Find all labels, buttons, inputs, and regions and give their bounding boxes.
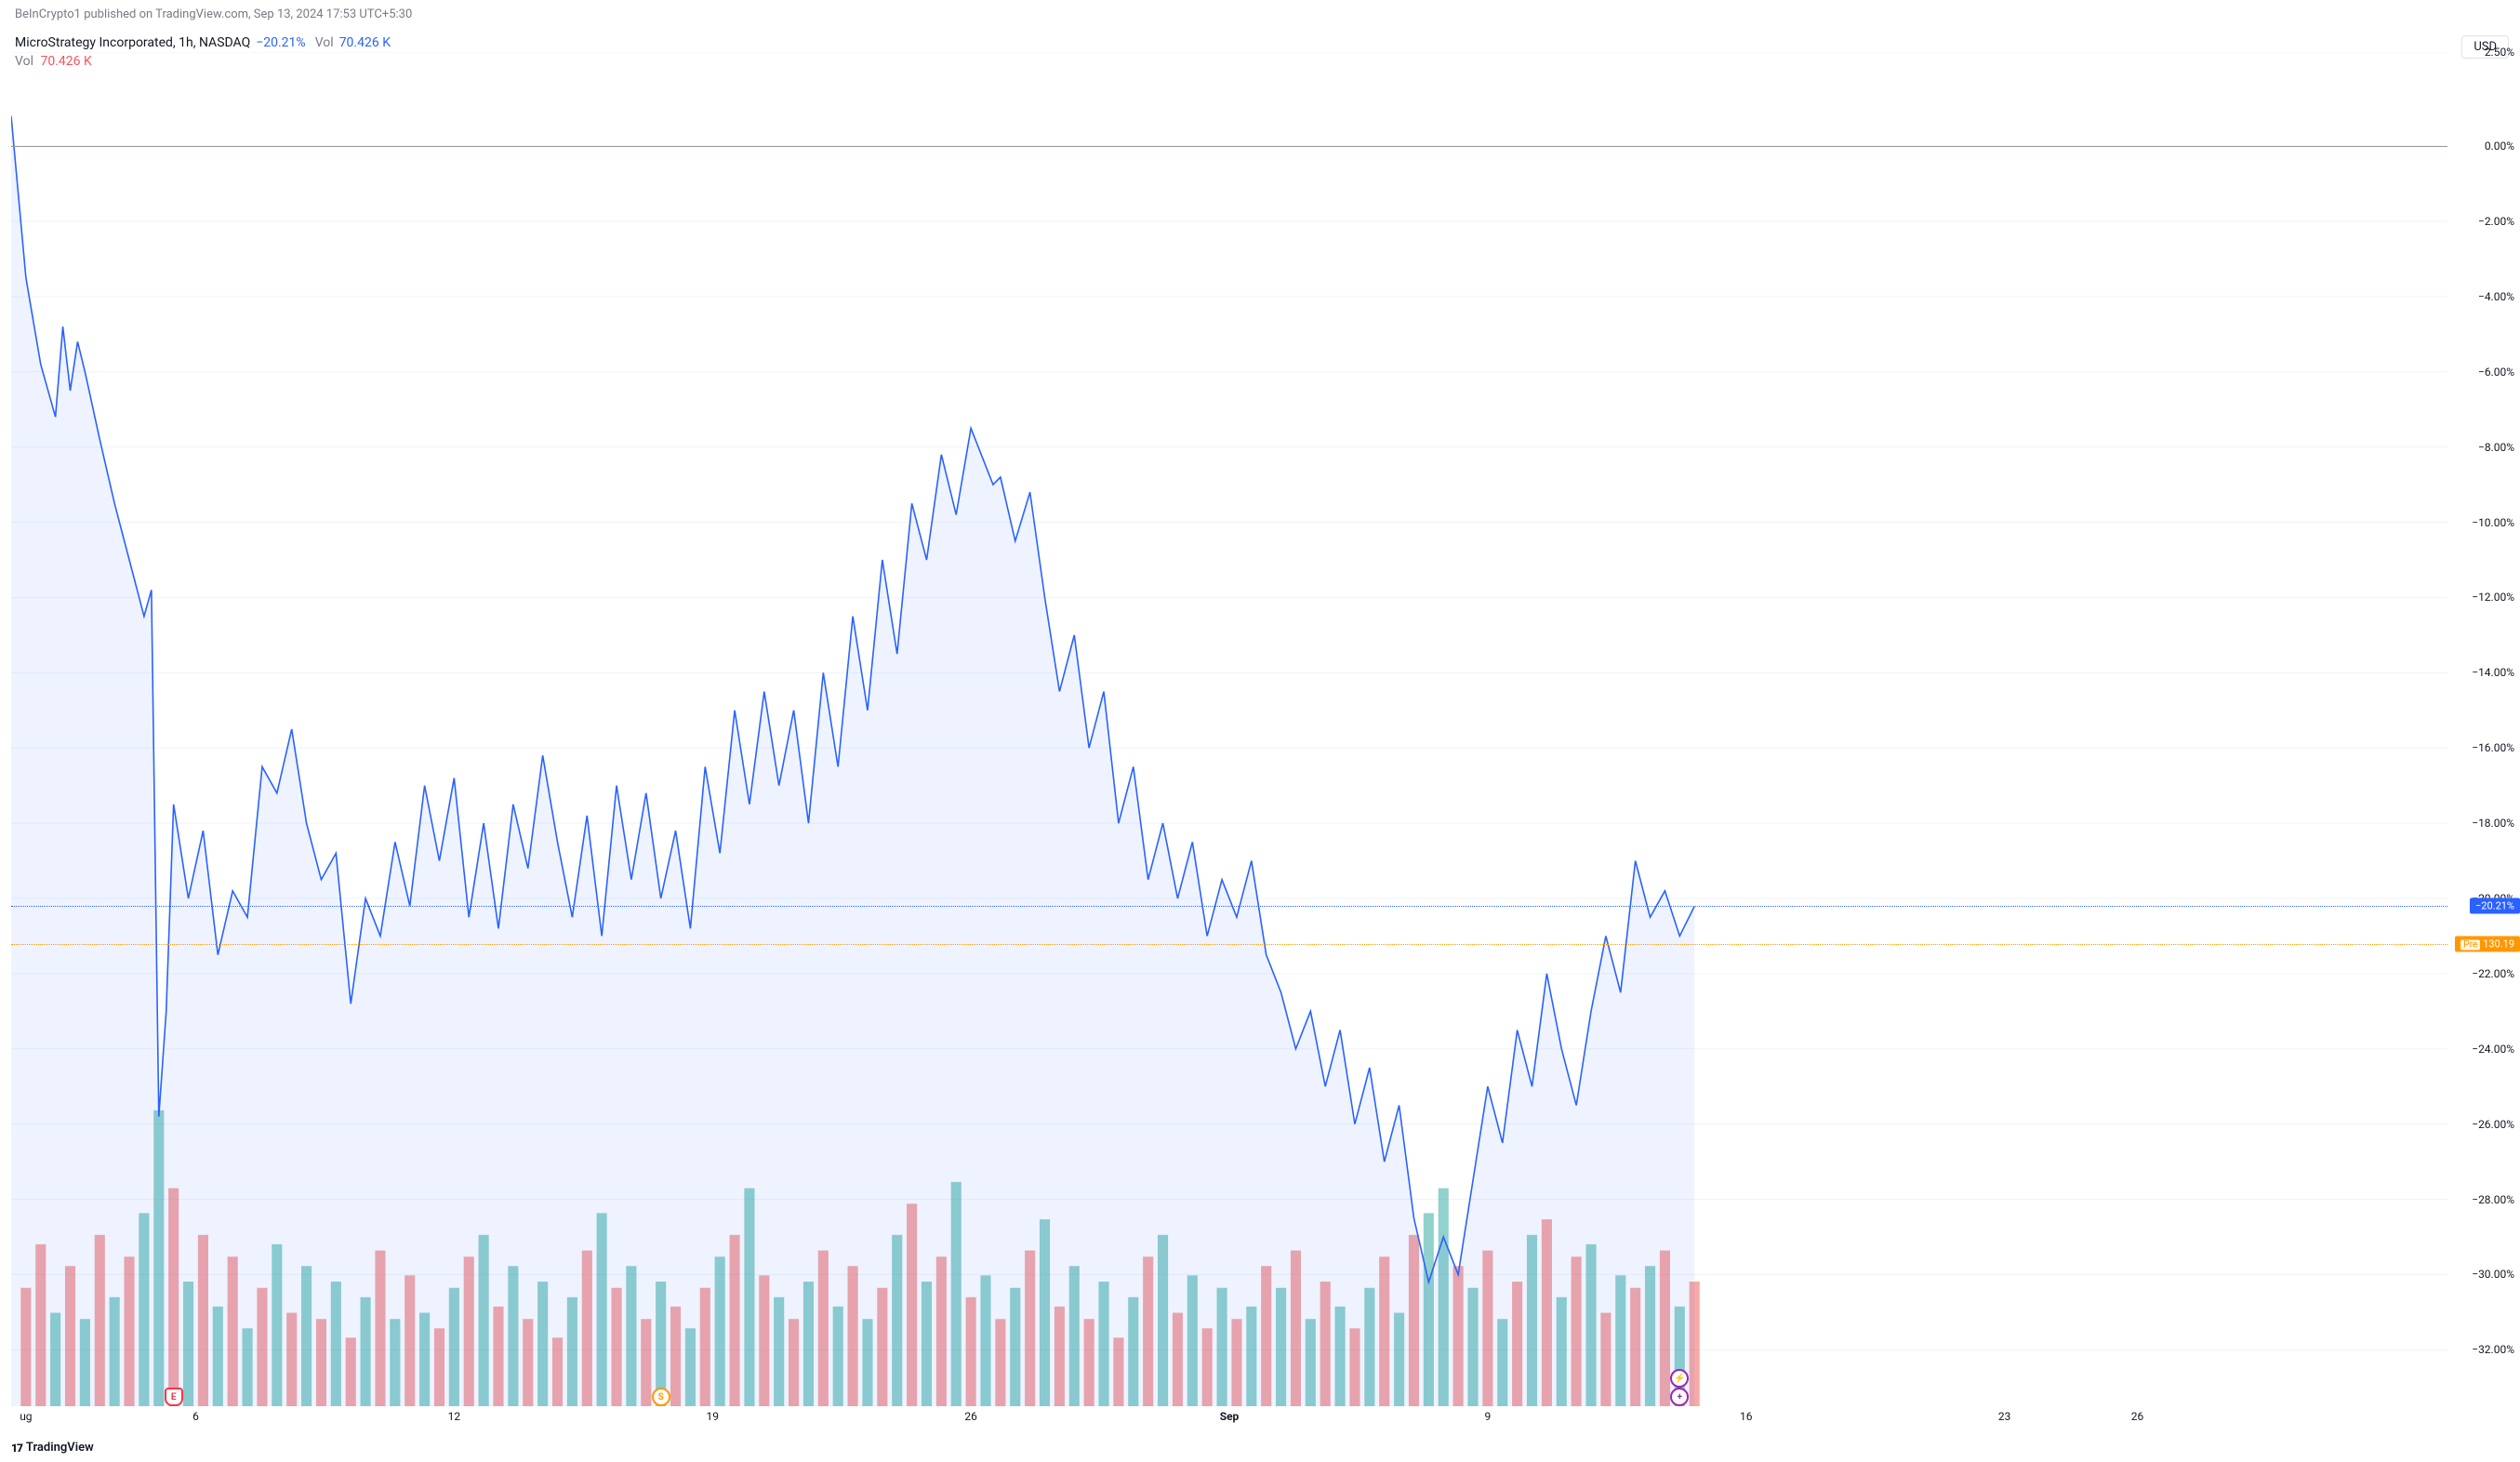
x-tick-label: 26 (964, 1410, 977, 1423)
y-tick-label: −12.00% (2472, 591, 2514, 604)
y-tick-label: −22.00% (2472, 967, 2514, 980)
x-tick-label: 19 (706, 1410, 719, 1423)
pct-change: −20.21% (256, 35, 305, 50)
reference-line (11, 906, 2447, 907)
symbol-label[interactable]: MicroStrategy Incorporated, 1h, NASDAQ (15, 35, 250, 50)
tradingview-brand[interactable]: 17 TradingView (11, 1441, 94, 1455)
y-tick-label: −18.00% (2472, 817, 2514, 830)
chart-container[interactable]: ES⚡+ 2.50%0.00%−2.00%−4.00%−6.00%−8.00%−… (0, 52, 2520, 1429)
event-badge-icon[interactable]: E (165, 1388, 183, 1406)
plot-area[interactable]: E S ⚡+ (11, 52, 2447, 1406)
price-tag: Pre130.19 (2455, 936, 2520, 951)
x-tick-label: ug (20, 1410, 32, 1423)
y-tick-label: −24.00% (2472, 1043, 2514, 1056)
vol-value: 70.426 K (339, 35, 391, 50)
y-tick-label: −28.00% (2472, 1193, 2514, 1206)
tradingview-logo-icon: 17 (11, 1442, 22, 1455)
y-tick-label: 0.00% (2485, 140, 2514, 153)
x-tick-label: 12 (448, 1410, 461, 1423)
chart-header: MicroStrategy Incorporated, 1h, NASDAQ −… (15, 35, 391, 50)
x-tick-label: 23 (1998, 1410, 2011, 1423)
y-tick-label: −14.00% (2472, 666, 2514, 679)
event-badge-icon[interactable]: S (652, 1388, 670, 1406)
reference-line (11, 146, 2447, 147)
event-badge-icon[interactable]: + (1670, 1388, 1689, 1406)
x-tick-label: 9 (1485, 1410, 1492, 1423)
y-tick-label: −6.00% (2478, 366, 2514, 379)
y-tick-label: −4.00% (2478, 290, 2514, 303)
attribution-text: BeInCrypto1 published on TradingView.com… (15, 7, 412, 21)
vol-label: Vol (315, 35, 334, 50)
x-tick-label: 16 (1740, 1410, 1753, 1423)
y-tick-label: −16.00% (2472, 741, 2514, 754)
y-tick-label: −8.00% (2478, 441, 2514, 454)
y-tick-label: −26.00% (2472, 1118, 2514, 1131)
y-tick-label: −32.00% (2472, 1343, 2514, 1356)
tradingview-brand-text: TradingView (26, 1441, 94, 1455)
y-tick-label: 2.50% (2485, 46, 2514, 59)
x-tick-label: 6 (192, 1410, 199, 1423)
price-tag: −20.21% (2470, 898, 2520, 914)
y-tick-label: −30.00% (2472, 1268, 2514, 1281)
x-tick-label: 26 (2131, 1410, 2144, 1423)
chart-svg (11, 52, 2447, 1406)
event-badge-icon[interactable]: ⚡ (1670, 1369, 1689, 1388)
y-axis[interactable]: 2.50%0.00%−2.00%−4.00%−6.00%−8.00%−10.00… (2447, 52, 2520, 1406)
y-tick-label: −10.00% (2472, 516, 2514, 529)
reference-line (11, 944, 2447, 945)
x-axis[interactable]: ug 6 12 19 26 Sep 9 16 23 26 (11, 1406, 2447, 1429)
y-tick-label: −2.00% (2478, 215, 2514, 228)
x-tick-label: Sep (1220, 1410, 1240, 1423)
